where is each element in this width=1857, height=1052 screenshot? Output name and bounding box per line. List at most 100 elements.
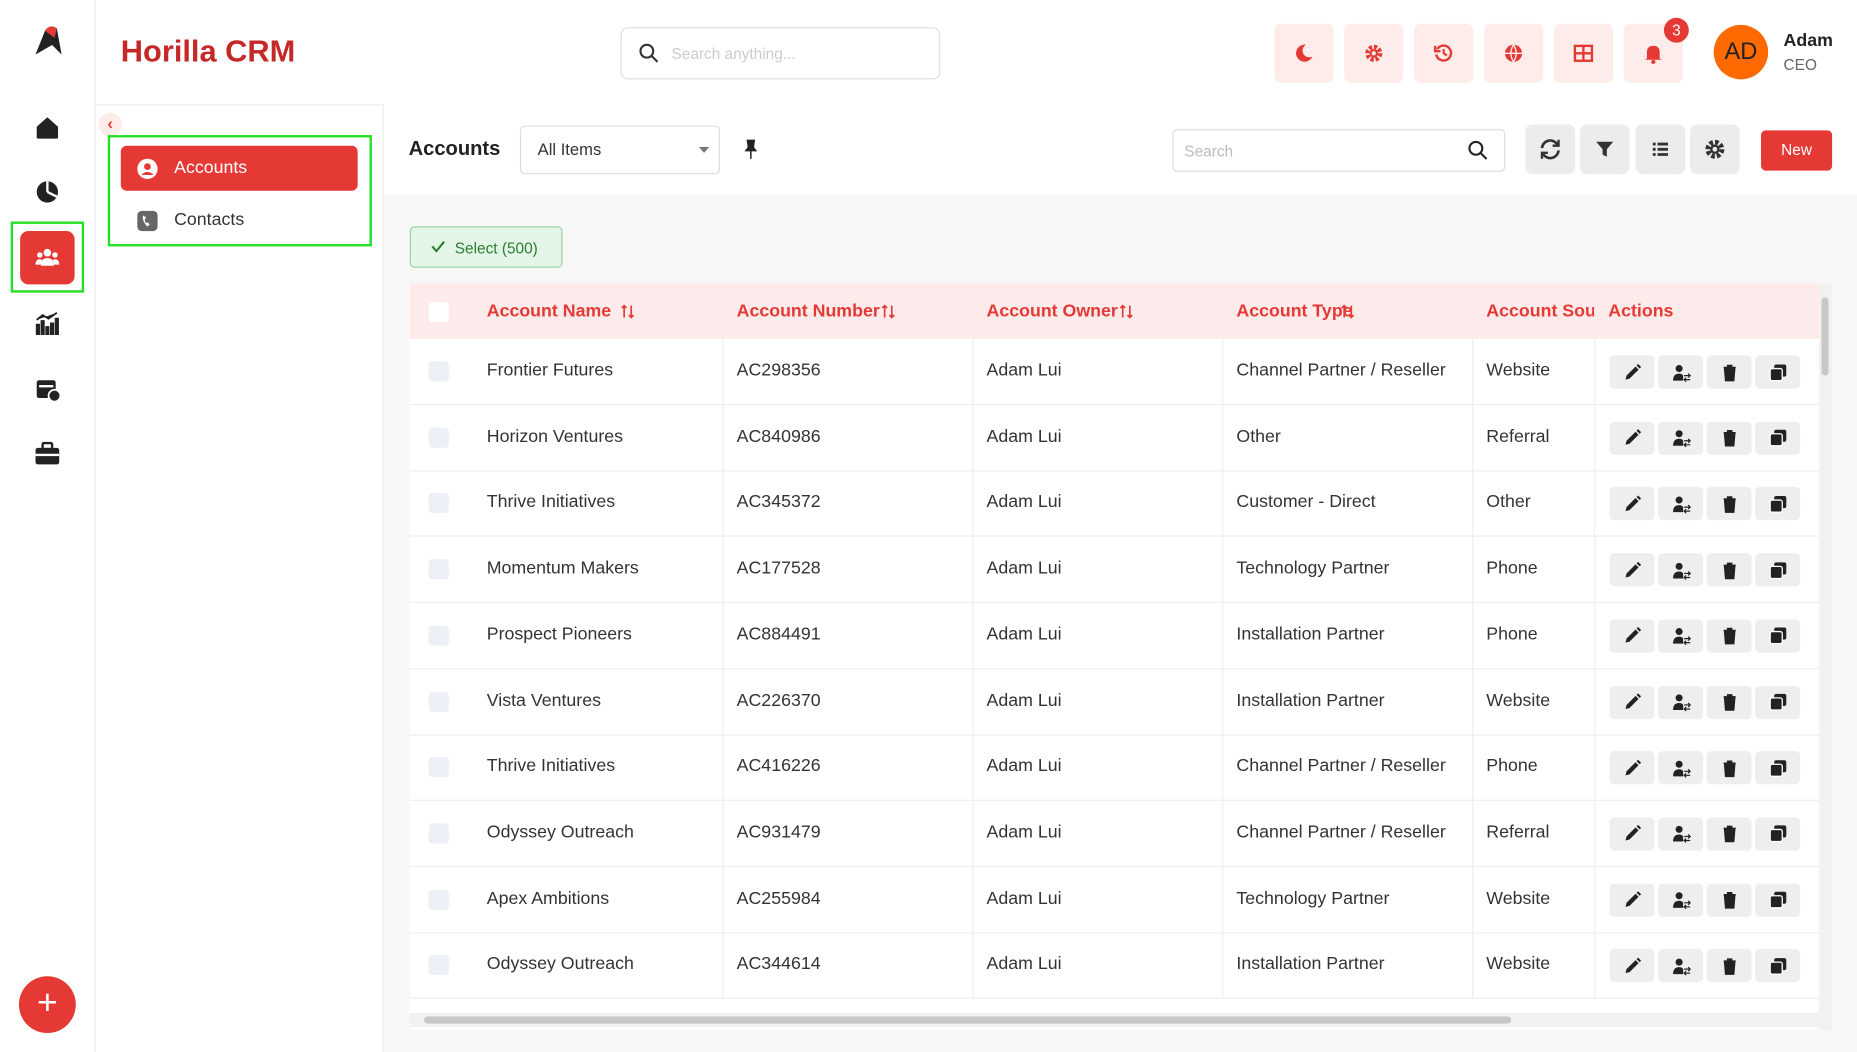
edit-button[interactable] xyxy=(1609,949,1655,983)
change-owner-button[interactable] xyxy=(1658,619,1704,653)
table-cell: Phone xyxy=(1486,558,1538,579)
change-owner-button[interactable] xyxy=(1658,883,1704,917)
table-row: Odyssey Outreach AC344614 Adam Lui Installa… xyxy=(409,932,1820,1000)
duplicate-button[interactable] xyxy=(1755,685,1801,719)
edit-button[interactable] xyxy=(1609,487,1655,521)
list-search[interactable]: Search xyxy=(1172,129,1506,172)
quick-add-button[interactable]: + xyxy=(18,976,76,1034)
table-cell: AC416226 xyxy=(736,756,821,777)
submenu-item-active[interactable]: Accounts xyxy=(120,145,358,191)
header-checkbox[interactable] xyxy=(428,302,449,323)
duplicate-button[interactable] xyxy=(1755,883,1801,917)
reports-icon[interactable] xyxy=(33,309,61,337)
column-header: Account Name xyxy=(486,300,612,322)
delete-button[interactable] xyxy=(1706,883,1752,917)
duplicate-button[interactable] xyxy=(1755,553,1801,587)
edit-button[interactable] xyxy=(1609,883,1655,917)
duplicate-button[interactable] xyxy=(1755,751,1801,785)
change-owner-button[interactable] xyxy=(1658,553,1704,587)
delete-button[interactable] xyxy=(1706,949,1752,983)
delete-button[interactable] xyxy=(1706,751,1752,785)
column-divider xyxy=(1472,536,1474,604)
change-owner-button[interactable] xyxy=(1658,355,1704,389)
change-owner-button[interactable] xyxy=(1658,817,1704,851)
change-owner-button[interactable] xyxy=(1658,685,1704,719)
sort-button[interactable] xyxy=(621,303,635,319)
theme-button[interactable] xyxy=(1274,23,1334,83)
refresh-button[interactable] xyxy=(1525,124,1576,175)
new-button[interactable]: New xyxy=(1761,130,1833,171)
duplicate-button[interactable] xyxy=(1755,355,1801,389)
duplicate-button[interactable] xyxy=(1755,421,1801,455)
vertical-scrollbar[interactable] xyxy=(1819,283,1833,1030)
delete-button[interactable] xyxy=(1706,817,1752,851)
sort-button[interactable] xyxy=(881,303,895,319)
edit-button[interactable] xyxy=(1609,751,1655,785)
row-checkbox[interactable] xyxy=(428,559,449,580)
table-row: Thrive Initiatives AC345372 Adam Lui Custom… xyxy=(409,470,1820,538)
list-view-button[interactable] xyxy=(1635,124,1686,175)
table-row: Vista Ventures AC226370 Adam Lui Installati… xyxy=(409,668,1820,736)
duplicate-button[interactable] xyxy=(1755,817,1801,851)
contacts-module-button[interactable] xyxy=(20,231,75,285)
delete-button[interactable] xyxy=(1706,487,1752,521)
table-cell: AC226370 xyxy=(736,690,821,711)
change-owner-button[interactable] xyxy=(1658,949,1704,983)
table-row: Horizon Ventures AC840986 Adam Lui Other Ref… xyxy=(409,404,1820,472)
delete-button[interactable] xyxy=(1706,355,1752,389)
duplicate-button[interactable] xyxy=(1755,487,1801,521)
row-checkbox[interactable] xyxy=(428,427,449,448)
change-owner-button[interactable] xyxy=(1658,751,1704,785)
dashboard-icon[interactable] xyxy=(33,178,61,206)
row-checkbox[interactable] xyxy=(428,955,449,976)
edit-button[interactable] xyxy=(1609,817,1655,851)
row-checkbox[interactable] xyxy=(428,361,449,382)
row-checkbox[interactable] xyxy=(428,889,449,910)
settings-button[interactable] xyxy=(1344,23,1404,83)
delete-button[interactable] xyxy=(1706,619,1752,653)
apps-button[interactable] xyxy=(1553,23,1614,83)
collapse-button[interactable]: ‹ xyxy=(98,112,122,137)
history-button[interactable] xyxy=(1414,23,1474,83)
view-select[interactable]: All Items xyxy=(519,125,721,175)
submenu-item[interactable]: Contacts xyxy=(121,198,358,243)
row-checkbox[interactable] xyxy=(428,691,449,712)
avatar[interactable]: AD xyxy=(1713,24,1769,80)
sort-button[interactable] xyxy=(1341,303,1355,319)
table-row: Momentum Makers AC177528 Adam Lui Technolog… xyxy=(409,536,1820,604)
row-checkbox[interactable] xyxy=(428,625,449,646)
edit-button[interactable] xyxy=(1609,553,1655,587)
delete-button[interactable] xyxy=(1706,421,1752,455)
table-cell: AC344614 xyxy=(736,954,821,975)
edit-button[interactable] xyxy=(1609,619,1655,653)
column-divider xyxy=(1472,866,1474,934)
duplicate-button[interactable] xyxy=(1755,949,1801,983)
select-all-button[interactable]: Select (500) xyxy=(409,226,563,268)
edit-button[interactable] xyxy=(1609,421,1655,455)
language-button[interactable] xyxy=(1483,23,1544,83)
change-owner-button[interactable] xyxy=(1658,421,1704,455)
edit-button[interactable] xyxy=(1609,685,1655,719)
home-icon[interactable] xyxy=(33,114,61,142)
duplicate-button[interactable] xyxy=(1755,619,1801,653)
column-divider xyxy=(1594,668,1596,736)
row-checkbox[interactable] xyxy=(428,757,449,778)
briefcase-icon[interactable] xyxy=(33,440,61,468)
delete-button[interactable] xyxy=(1706,553,1752,587)
row-checkbox[interactable] xyxy=(428,493,449,514)
column-settings-button[interactable] xyxy=(1689,124,1740,175)
horizontal-scrollbar[interactable] xyxy=(409,1012,1820,1028)
pin-button[interactable] xyxy=(740,137,761,161)
row-checkbox[interactable] xyxy=(428,823,449,844)
sort-button[interactable] xyxy=(1119,303,1133,319)
column-divider xyxy=(1222,536,1224,604)
change-owner-button[interactable] xyxy=(1658,487,1704,521)
calendar-icon[interactable] xyxy=(33,374,62,403)
global-search[interactable]: Search anything... xyxy=(620,27,941,80)
delete-button[interactable] xyxy=(1706,685,1752,719)
edit-button[interactable] xyxy=(1609,355,1655,389)
table-cell: Channel Partner / Reseller xyxy=(1236,756,1446,777)
filter-button[interactable] xyxy=(1579,124,1630,175)
table-cell: Adam Lui xyxy=(986,492,1062,513)
